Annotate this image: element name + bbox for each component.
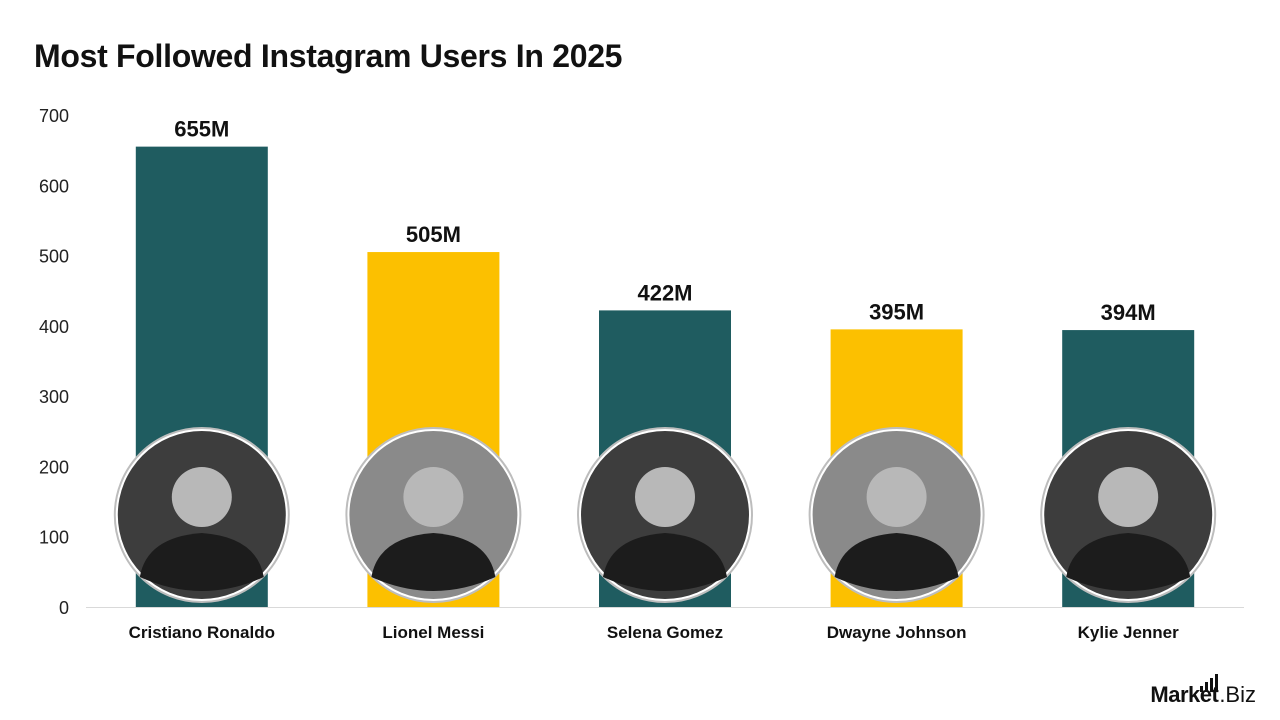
y-tick-label: 500 — [39, 247, 69, 267]
category-label: Lionel Messi — [382, 623, 484, 642]
data-label: 505M — [406, 222, 461, 247]
category-label: Selena Gomez — [607, 623, 723, 642]
person-portrait-icon-shoulders — [371, 533, 496, 591]
person-portrait-icon-shoulders — [1066, 533, 1191, 591]
person-portrait-icon-shoulders — [603, 533, 727, 591]
person-portrait-icon-shoulders — [834, 533, 959, 591]
brand-logo: Market .Biz — [1150, 668, 1256, 708]
y-tick-label: 700 — [39, 106, 69, 126]
person-portrait-icon-head — [866, 467, 927, 527]
y-tick-label: 600 — [39, 176, 69, 196]
person-portrait-icon-shoulders — [139, 533, 264, 591]
y-tick-label: 100 — [39, 528, 69, 548]
person-portrait-icon-head — [635, 467, 695, 527]
logo-bars-icon — [1200, 674, 1219, 692]
data-label: 395M — [869, 299, 924, 324]
y-tick-label: 200 — [39, 457, 69, 477]
category-label: Cristiano Ronaldo — [129, 623, 275, 642]
person-portrait-icon-head — [171, 467, 232, 527]
data-label: 394M — [1101, 300, 1156, 325]
logo-biz-text: .Biz — [1219, 682, 1256, 707]
chart-title: Most Followed Instagram Users In 2025 — [34, 38, 623, 74]
person-portrait-icon-head — [1098, 467, 1159, 527]
category-label: Kylie Jenner — [1078, 623, 1179, 642]
person-portrait-icon-head — [403, 467, 464, 527]
data-label: 655M — [174, 117, 229, 142]
y-tick-label: 400 — [39, 317, 69, 337]
y-tick-label: 300 — [39, 387, 69, 407]
y-tick-label: 0 — [59, 598, 69, 618]
data-label: 422M — [637, 280, 692, 305]
category-label: Dwayne Johnson — [827, 623, 967, 642]
